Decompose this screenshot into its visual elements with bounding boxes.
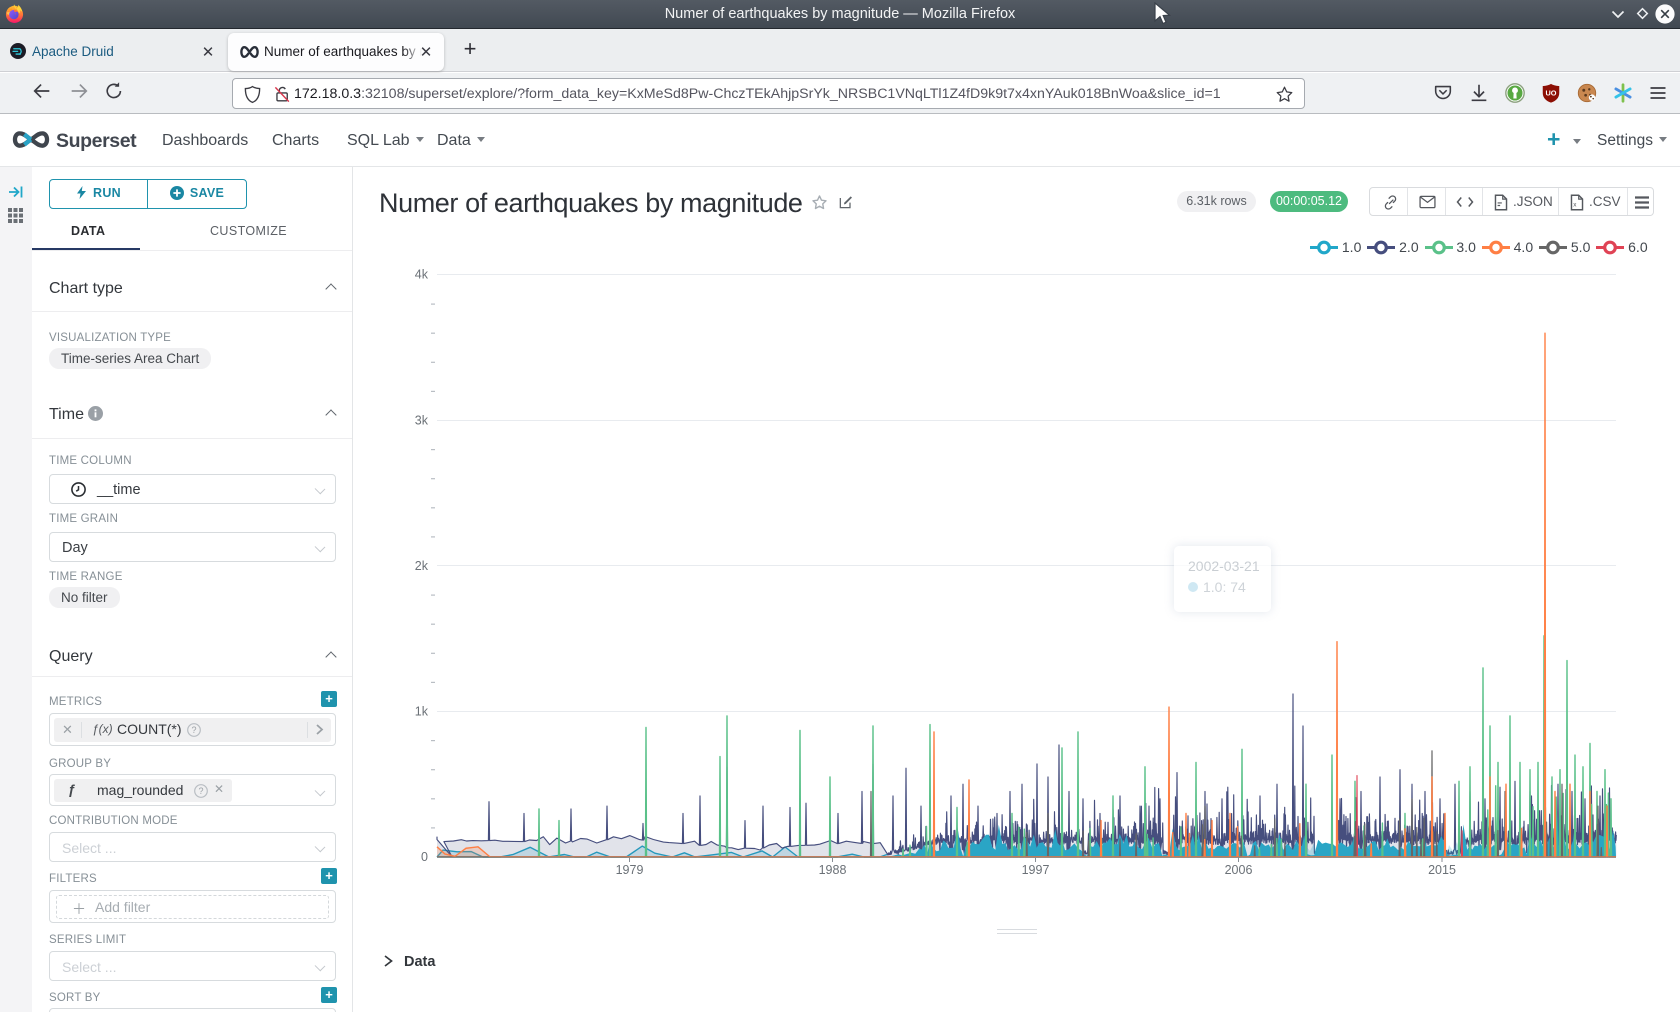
svg-text:2k: 2k [415, 559, 429, 573]
svg-text:?: ? [198, 786, 203, 796]
svg-text:1988: 1988 [819, 863, 847, 877]
svg-text:?: ? [191, 725, 196, 735]
svg-text:2006: 2006 [1225, 863, 1253, 877]
svg-text:1k: 1k [415, 705, 429, 719]
svg-text:1979: 1979 [616, 863, 644, 877]
svg-text:x: x [1573, 201, 1577, 208]
svg-text:4k: 4k [415, 268, 429, 282]
svg-text:3k: 3k [415, 414, 429, 428]
svg-text:0: 0 [421, 850, 428, 864]
svg-text:1997: 1997 [1022, 863, 1050, 877]
svg-text:2015: 2015 [1428, 863, 1456, 877]
svg-text:UO: UO [1546, 88, 1557, 97]
